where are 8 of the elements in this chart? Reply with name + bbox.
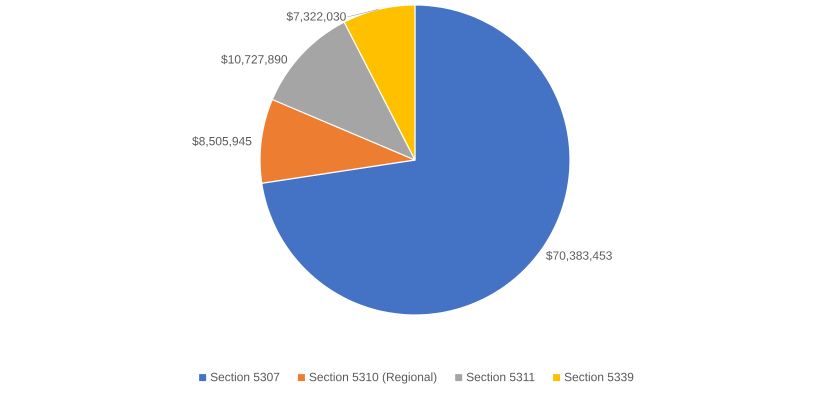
- legend-label: Section 5311: [466, 372, 534, 382]
- data-label: $10,727,890: [221, 54, 288, 65]
- legend-label: Section 5339: [564, 372, 634, 382]
- data-label: $70,383,453: [546, 250, 612, 262]
- data-label: $7,322,030: [286, 12, 346, 22]
- legend-label: Section 5310 (Regional): [309, 372, 436, 384]
- data-label: $8,505,945: [192, 136, 252, 147]
- legend-label: Section 5307: [210, 372, 280, 382]
